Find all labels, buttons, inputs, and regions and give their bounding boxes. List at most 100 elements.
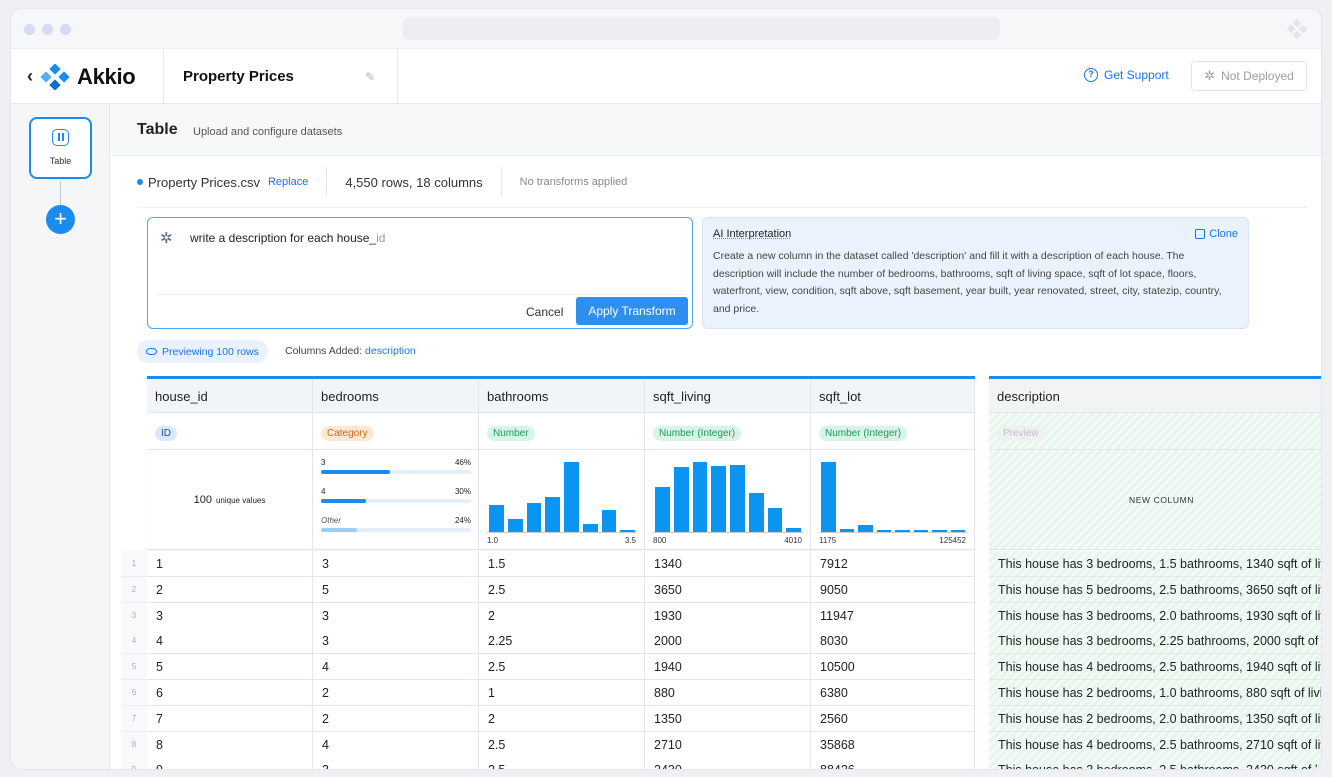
category-bar[interactable]: Other 24% bbox=[321, 516, 471, 532]
column-type-badge[interactable]: Category bbox=[321, 426, 374, 441]
category-bar[interactable]: 4 30% bbox=[321, 487, 471, 503]
table-cell[interactable]: 5 bbox=[313, 576, 479, 603]
table-cell[interactable]: 2 bbox=[147, 576, 313, 603]
table-cell[interactable]: 2 bbox=[313, 680, 479, 706]
table-cell[interactable]: This house has 3 bedrooms, 2.0 bathrooms… bbox=[989, 602, 1321, 629]
column-header[interactable]: house_id bbox=[147, 379, 313, 413]
clone-button[interactable]: Clone bbox=[1195, 228, 1238, 240]
table-cell[interactable]: 2 bbox=[313, 705, 479, 732]
brand[interactable]: ‹ Akkio bbox=[27, 49, 136, 104]
table-cell[interactable]: This house has 2 bedrooms, 2.0 bathrooms… bbox=[989, 705, 1321, 732]
table-cell[interactable]: 1930 bbox=[645, 602, 811, 629]
deploy-status-button[interactable]: ✲ Not Deployed bbox=[1191, 61, 1307, 91]
table-cell[interactable]: 1940 bbox=[645, 654, 811, 681]
project-title[interactable]: Property Prices bbox=[183, 68, 294, 85]
column-type-badge[interactable]: Number bbox=[487, 426, 535, 441]
window-minimize-dot[interactable] bbox=[42, 24, 53, 35]
table-cell[interactable]: This house has 4 bedrooms, 2.5 bathrooms… bbox=[989, 654, 1321, 681]
table-cell[interactable]: 2 bbox=[479, 602, 645, 629]
columns-added-value[interactable]: description bbox=[364, 345, 416, 357]
table-cell[interactable]: 9 bbox=[147, 757, 313, 769]
table-cell[interactable]: This house has 5 bedrooms, 2.5 bathrooms… bbox=[989, 576, 1321, 603]
histogram-bar[interactable] bbox=[564, 462, 579, 532]
column-type-badge[interactable]: Number (Integer) bbox=[819, 426, 908, 441]
histogram-bar[interactable] bbox=[839, 529, 854, 532]
table-cell[interactable]: 2.5 bbox=[479, 654, 645, 681]
table-cell[interactable]: 10500 bbox=[811, 654, 975, 681]
prompt-input[interactable]: write a description for each house_id bbox=[190, 231, 385, 245]
column-header[interactable]: description bbox=[989, 379, 1321, 413]
window-maximize-dot[interactable] bbox=[60, 24, 71, 35]
table-cell[interactable]: 6 bbox=[147, 680, 313, 706]
histogram-bar[interactable] bbox=[932, 530, 947, 532]
table-cell[interactable]: 2.5 bbox=[479, 576, 645, 603]
histogram-bar[interactable] bbox=[730, 464, 745, 532]
table-cell[interactable]: 1 bbox=[147, 551, 313, 577]
table-cell[interactable]: 11947 bbox=[811, 602, 975, 629]
table-cell[interactable]: 1350 bbox=[645, 705, 811, 732]
histogram-bar[interactable] bbox=[655, 487, 670, 532]
histogram-bar[interactable] bbox=[692, 462, 708, 532]
table-cell[interactable]: 3 bbox=[313, 551, 479, 577]
back-chevron-icon[interactable]: ‹ bbox=[27, 66, 33, 86]
histogram-bar[interactable] bbox=[489, 505, 504, 532]
table-cell[interactable]: 2 bbox=[479, 705, 645, 732]
histogram-bar[interactable] bbox=[620, 529, 635, 532]
cancel-button[interactable]: Cancel bbox=[526, 305, 564, 319]
table-cell[interactable]: This house has 3 bedrooms, 1.5 bathrooms… bbox=[989, 551, 1321, 577]
table-cell[interactable]: 5 bbox=[147, 654, 313, 681]
table-cell[interactable]: 9050 bbox=[811, 576, 975, 603]
table-cell[interactable]: 6380 bbox=[811, 680, 975, 706]
column-type-badge[interactable]: Preview bbox=[997, 426, 1045, 441]
column-header[interactable]: bedrooms bbox=[313, 379, 479, 413]
histogram-bar[interactable] bbox=[895, 529, 910, 532]
table-cell[interactable]: 3650 bbox=[645, 576, 811, 603]
table-cell[interactable]: 2560 bbox=[811, 705, 975, 732]
table-cell[interactable]: 3 bbox=[313, 602, 479, 629]
category-bar[interactable]: 3 46% bbox=[321, 458, 471, 474]
histogram-bar[interactable] bbox=[545, 497, 560, 532]
table-cell[interactable]: 1 bbox=[479, 680, 645, 706]
table-cell[interactable]: This house has 4 bedrooms, 2.5 bathrooms… bbox=[989, 731, 1321, 758]
column-type-badge[interactable]: ID bbox=[155, 426, 177, 441]
table-cell[interactable]: 35868 bbox=[811, 731, 975, 758]
histogram-bar[interactable] bbox=[673, 466, 689, 532]
column-header[interactable]: sqft_lot bbox=[811, 379, 975, 413]
histogram-bar[interactable] bbox=[913, 529, 928, 532]
histogram-bar[interactable] bbox=[786, 527, 801, 532]
window-close-dot[interactable] bbox=[24, 24, 35, 35]
table-cell[interactable]: 3 bbox=[313, 757, 479, 769]
table-cell[interactable]: 4 bbox=[147, 628, 313, 655]
table-cell[interactable]: 2.25 bbox=[479, 628, 645, 655]
table-cell[interactable]: This house has 3 bedrooms, 2.5 bathrooms… bbox=[989, 757, 1321, 769]
table-cell[interactable]: 2430 bbox=[645, 757, 811, 769]
histogram-bar[interactable] bbox=[601, 510, 617, 532]
table-cell[interactable]: 2710 bbox=[645, 731, 811, 758]
table-cell[interactable]: 3 bbox=[313, 628, 479, 655]
histogram-bar[interactable] bbox=[748, 492, 764, 532]
table-cell[interactable]: This house has 3 bedrooms, 2.25 bathroom… bbox=[989, 628, 1321, 655]
table-cell[interactable]: 4 bbox=[313, 731, 479, 758]
histogram-bar[interactable] bbox=[858, 525, 873, 532]
histogram-bar[interactable] bbox=[821, 462, 836, 532]
histogram-bar[interactable] bbox=[876, 529, 891, 532]
add-step-button[interactable]: + bbox=[46, 205, 75, 234]
table-cell[interactable]: 8 bbox=[147, 731, 313, 758]
histogram-bar[interactable] bbox=[711, 465, 726, 532]
replace-link[interactable]: Replace bbox=[267, 176, 309, 188]
histogram-bar[interactable] bbox=[767, 507, 783, 532]
histogram-bar[interactable] bbox=[582, 523, 598, 532]
table-cell[interactable]: 880 bbox=[645, 680, 811, 706]
histogram-bar[interactable] bbox=[526, 503, 542, 532]
histogram[interactable] bbox=[653, 458, 803, 533]
histogram[interactable] bbox=[819, 458, 967, 533]
table-cell[interactable]: 7 bbox=[147, 705, 313, 732]
column-type-badge[interactable]: Number (Integer) bbox=[653, 426, 742, 441]
table-cell[interactable]: 2.5 bbox=[479, 757, 645, 769]
previewing-rows-pill[interactable]: Previewing 100 rows bbox=[137, 340, 268, 363]
transform-prompt-box[interactable]: ✲ write a description for each house_id … bbox=[147, 217, 693, 329]
edit-pencil-icon[interactable]: ✎ bbox=[365, 70, 376, 84]
table-cell[interactable]: 1340 bbox=[645, 551, 811, 577]
apply-transform-button[interactable]: Apply Transform bbox=[576, 297, 688, 325]
table-cell[interactable]: 4 bbox=[313, 654, 479, 681]
